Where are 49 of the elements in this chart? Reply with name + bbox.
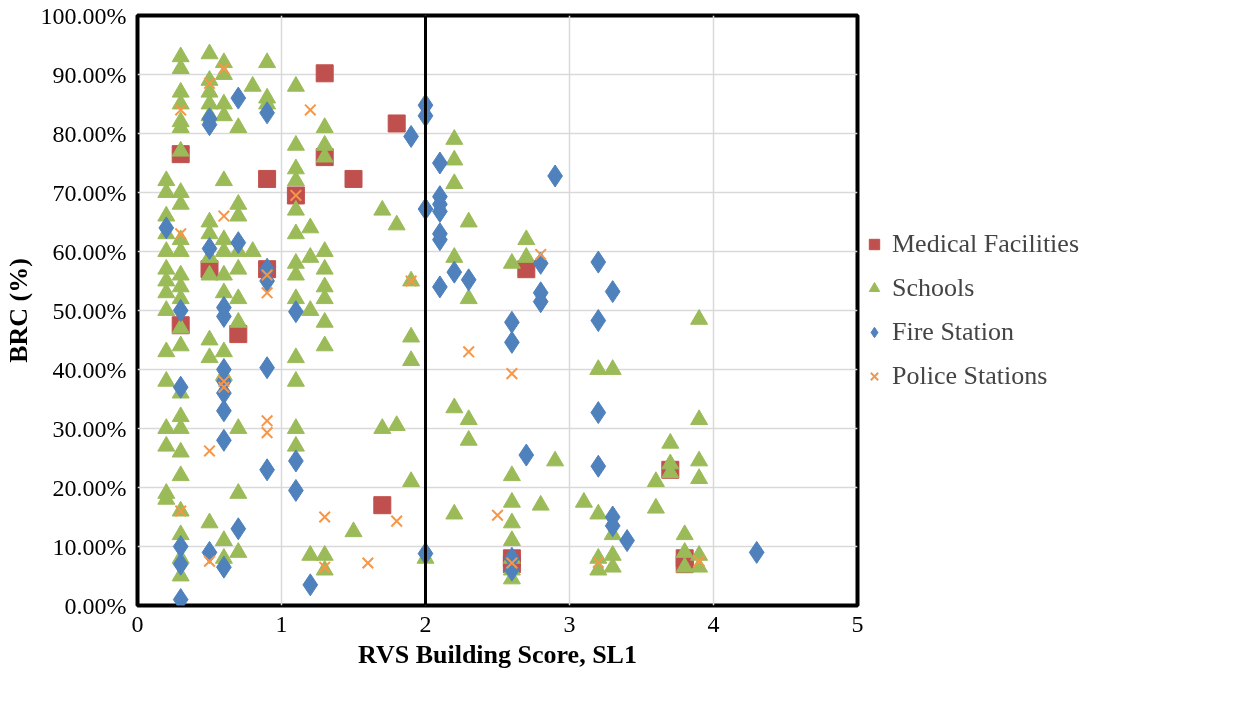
point: [203, 444, 216, 458]
point: [387, 114, 406, 133]
y-axis-title: BRC (%): [3, 258, 33, 363]
point: [260, 286, 274, 300]
y-tick-label: 10.00%: [52, 533, 127, 560]
point: [315, 64, 334, 83]
x-tick-label: 2: [419, 610, 432, 637]
point: [203, 554, 216, 568]
x-tick-label: 5: [851, 610, 864, 637]
point: [318, 510, 331, 524]
point: [692, 554, 706, 568]
point: [260, 426, 274, 439]
point: [344, 169, 363, 188]
y-tick-label: 90.00%: [52, 61, 127, 88]
point: [217, 375, 231, 388]
y-tick-label: 30.00%: [52, 415, 127, 442]
y-tick-label: 40.00%: [52, 356, 127, 383]
y-tick-label: 20.00%: [52, 474, 127, 501]
point: [361, 556, 375, 570]
y-tick-label: 50.00%: [52, 297, 127, 324]
legend-label: Medical Facilities: [892, 229, 1080, 259]
y-tick-label: 100.00%: [40, 2, 127, 29]
point: [505, 367, 519, 380]
x-axis-title: RVS Building Score, SL1: [358, 639, 637, 669]
point: [304, 103, 317, 117]
y-tick-label: 0.00%: [64, 592, 127, 619]
y-tick-label: 70.00%: [52, 179, 127, 206]
x-tick-label: 4: [707, 610, 720, 637]
legend-label: Schools: [892, 273, 975, 303]
point: [404, 274, 418, 288]
y-tick-label: 80.00%: [52, 120, 127, 147]
point: [217, 209, 231, 223]
x-tick-label: 0: [131, 610, 144, 637]
point: [373, 496, 392, 515]
legend-label: Police Stations: [892, 361, 1048, 391]
point: [491, 508, 504, 522]
point: [258, 169, 277, 188]
point: [260, 414, 274, 428]
point: [217, 62, 231, 75]
point: [390, 514, 403, 528]
legend-label: Fire Station: [892, 317, 1015, 347]
point: [534, 248, 547, 261]
x-tick-label: 1: [275, 610, 288, 637]
x-tick-label: 3: [563, 610, 576, 637]
point: [462, 345, 475, 359]
y-tick-label: 60.00%: [52, 238, 127, 265]
point: [174, 103, 187, 117]
point: [174, 504, 187, 518]
point: [217, 380, 231, 394]
